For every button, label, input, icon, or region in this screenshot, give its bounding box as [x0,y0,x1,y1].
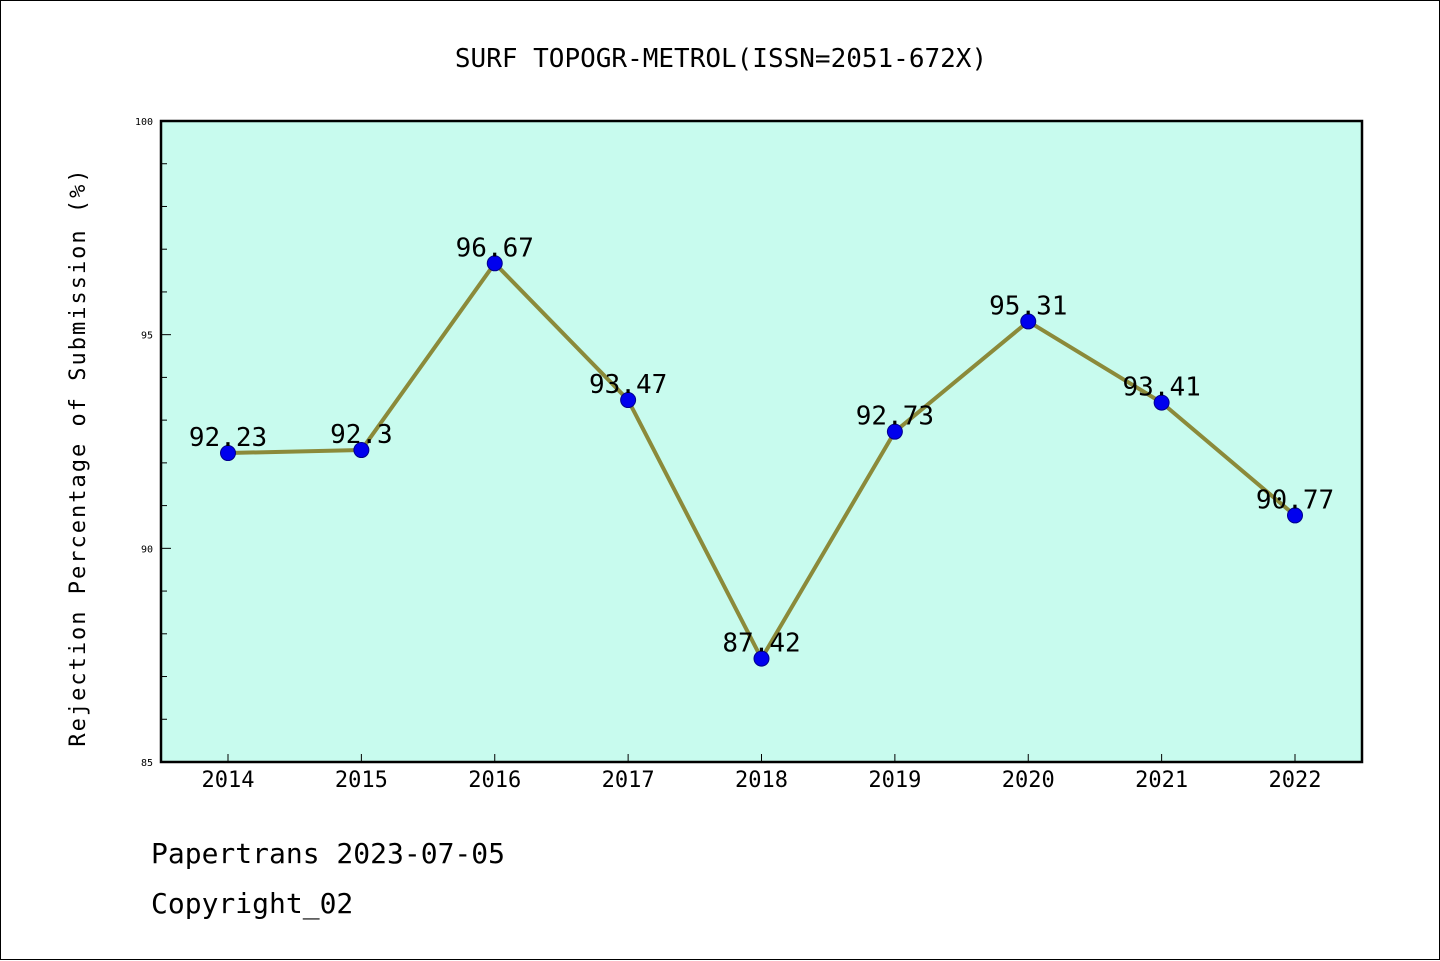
markers-group [220,255,1303,667]
data-point [1020,313,1037,330]
data-label: 90.77 [1256,485,1334,515]
x-tick-label: 2016 [468,768,521,793]
data-label: 92.23 [189,423,267,453]
data-label: 92.3 [330,420,393,450]
y-axis: 85 90 95 100 [135,117,171,769]
footer-copyright: Copyright_02 [151,887,354,920]
data-label: 95.31 [989,291,1067,321]
x-tick-label: 2020 [1002,768,1055,793]
x-tick-label: 2022 [1269,768,1322,793]
y-tick-label: 85 [141,758,153,769]
x-tick-label: 2018 [735,768,788,793]
data-label: 96.67 [456,233,534,263]
x-tick-label: 2019 [868,768,921,793]
data-labels-group: 92.23 92.3 96.67 93.47 87.42 92.73 95.31 93.41 9… [189,233,1334,658]
data-point [1287,507,1303,524]
data-point [620,392,637,409]
y-tick-label: 100 [135,117,153,128]
y-axis-label: Rejection Percentage of Submission (%) [66,167,91,746]
data-label: 92.73 [856,402,934,432]
footer-date: Papertrans 2023-07-05 [151,837,506,870]
y-tick-label: 95 [141,331,153,342]
data-label: 93.47 [589,370,667,400]
data-label: 93.41 [1122,373,1200,403]
chart-title: SURF TOPOGR-METROL(ISSN=2051-672X) [455,44,987,74]
x-tick-label: 2015 [335,768,388,793]
x-tick-label: 2014 [202,768,255,793]
x-tick-label: 2021 [1135,768,1188,793]
data-point [1153,394,1170,411]
data-point [353,442,370,459]
data-point [486,255,503,272]
data-label: 87.42 [722,629,800,659]
x-tick-label: 2017 [602,768,655,793]
y-tick-label: 90 [141,544,153,555]
data-point [886,423,903,440]
data-point [753,650,770,667]
x-axis: 2014 2015 2016 2017 2018 2019 2020 2021 2022 [202,754,1322,793]
data-point [220,445,236,462]
